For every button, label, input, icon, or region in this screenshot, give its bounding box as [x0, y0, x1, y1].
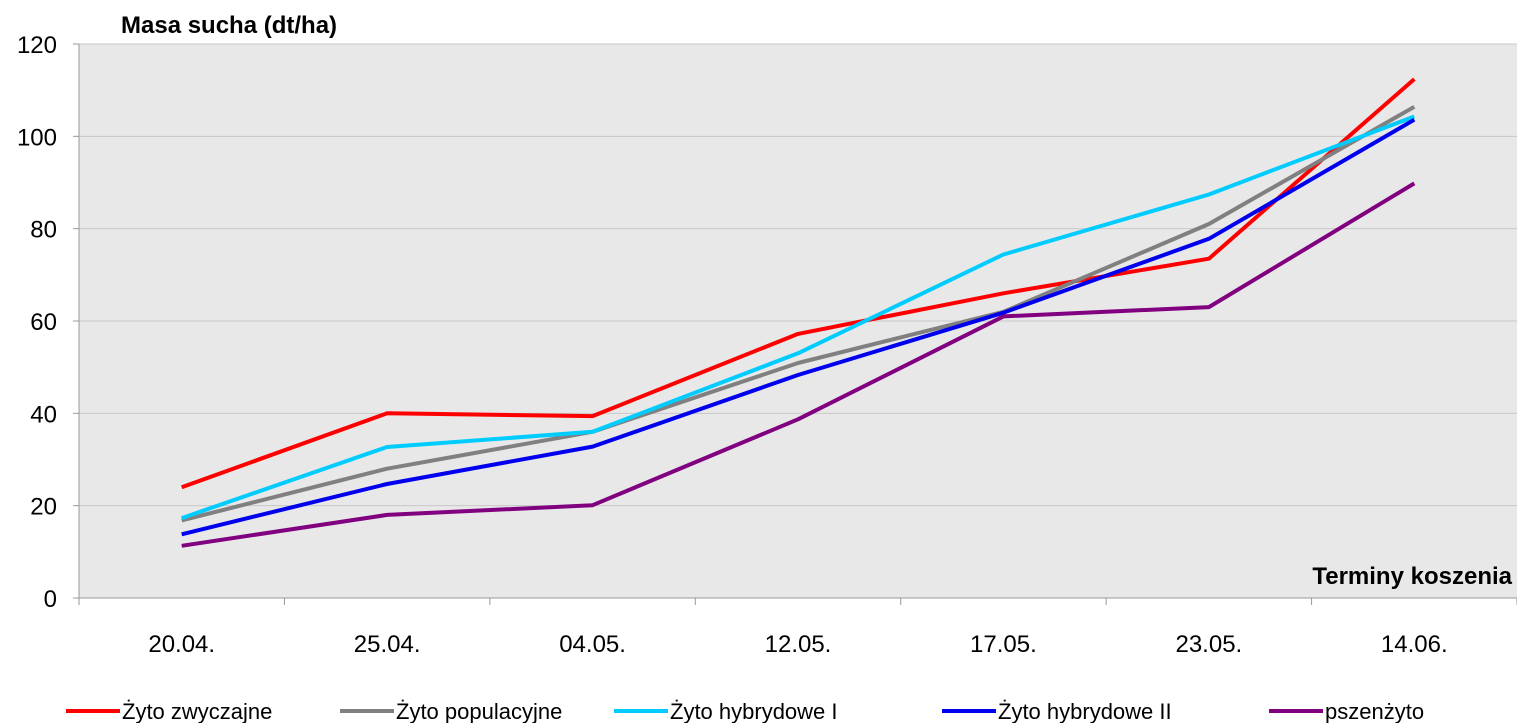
series-lines [181, 77, 1416, 548]
y-tick-label: 80 [30, 217, 57, 244]
x-tick-label: 14.06. [1381, 631, 1448, 658]
x-axis: 20.04. 25.04. 04.05. 12.05. 17.05. 23.05. 14.0… [78, 597, 1517, 658]
y-tick-label: 60 [30, 309, 57, 336]
series-line [181, 77, 1416, 490]
x-tick-label: 25.04. [354, 631, 421, 658]
y-axis-title: Masa sucha (dt/ha) [121, 12, 337, 39]
x-tick-label: 23.05. [1175, 631, 1242, 658]
y-tick-label: 40 [30, 401, 57, 428]
legend: Żyto zwyczajne Żyto populacyjne Żyto hybry… [66, 699, 1424, 723]
legend-label: Żyto populacyjne [396, 699, 562, 723]
series-line [181, 117, 1416, 537]
legend-label: Żyto zwyczajne [122, 699, 272, 723]
x-tick-label: 12.05. [765, 631, 832, 658]
legend-label: pszenżyto [1325, 699, 1424, 723]
legend-label: Żyto hybrydowe I [670, 699, 838, 723]
y-tick-label: 100 [17, 124, 57, 151]
x-axis-title: Terminy koszenia [1312, 563, 1512, 590]
y-tick-label: 20 [30, 494, 57, 521]
y-tick-label: 0 [44, 586, 57, 613]
y-tick-label: 120 [17, 32, 57, 59]
y-axis: 0 20 40 60 80 100 120 [17, 32, 80, 613]
x-tick-label: 04.05. [559, 631, 626, 658]
x-tick-label: 20.04. [148, 631, 215, 658]
series-line [181, 114, 1416, 520]
x-tick-label: 17.05. [970, 631, 1037, 658]
gridlines [79, 43, 1517, 507]
legend-label: Żyto hybrydowe II [998, 699, 1172, 723]
series-line [181, 105, 1416, 523]
series-line [181, 181, 1416, 548]
